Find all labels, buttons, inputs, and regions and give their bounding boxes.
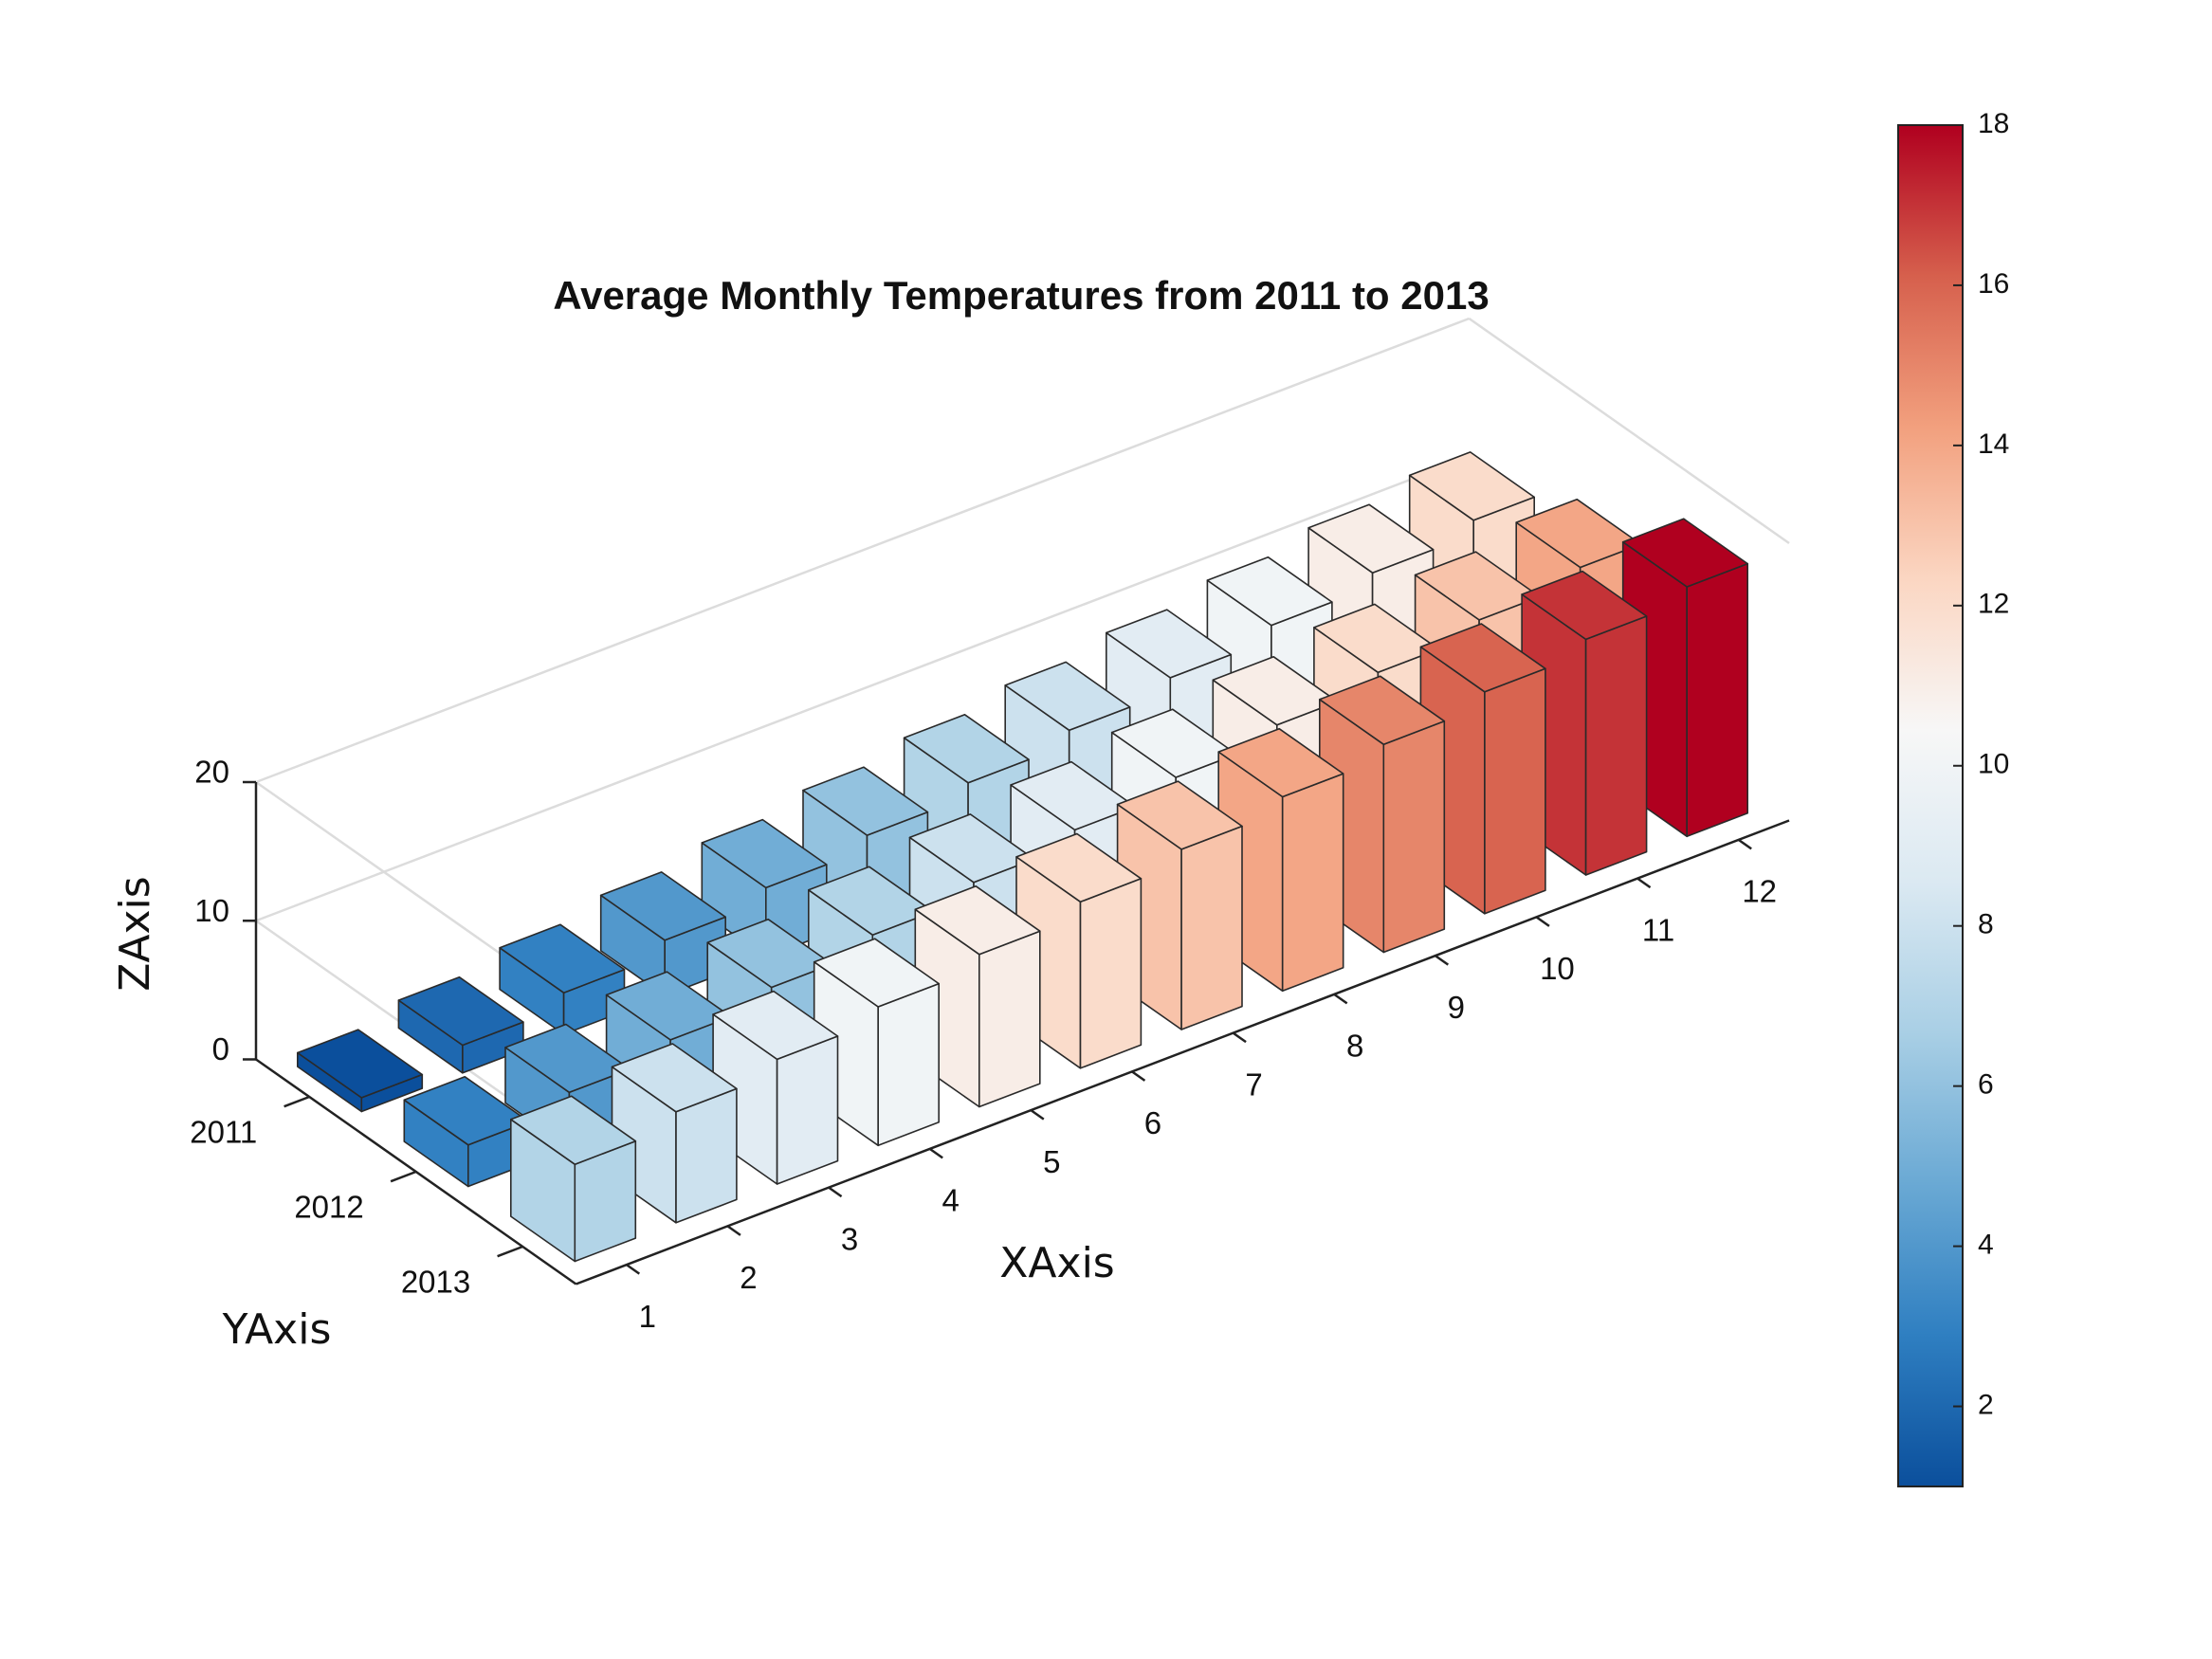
x-tick-label: 7 — [1245, 1066, 1262, 1102]
colorbar — [1897, 124, 1964, 1487]
y-axis-label: YAxis — [222, 1305, 332, 1354]
bar — [397, 975, 524, 1074]
bar-face-front — [1686, 562, 1748, 838]
bar — [1015, 832, 1143, 1069]
x-tick-label: 8 — [1346, 1029, 1363, 1064]
box-edge — [1468, 317, 1790, 545]
x-tick-label: 10 — [1540, 951, 1575, 986]
bar-face-top — [813, 938, 941, 1008]
colorbar-tick-label: 16 — [1978, 268, 2009, 300]
colorbar-tick-label: 4 — [1978, 1230, 1994, 1261]
bar-face-front — [1281, 773, 1344, 993]
bar-face-top — [1307, 503, 1435, 574]
colorbar-tick-label: 18 — [1978, 108, 2009, 139]
z-axis-label: ZAxis — [111, 876, 159, 991]
y-tick-label: 2011 — [190, 1115, 257, 1150]
z-tick-label: 10 — [194, 893, 229, 928]
x-tick — [1636, 877, 1652, 889]
bar-face-top — [802, 766, 929, 836]
bar-face-front — [1382, 720, 1446, 954]
x-tick — [828, 1186, 843, 1198]
colorbar-tick-label: 14 — [1978, 428, 2009, 460]
x-tick — [1435, 955, 1450, 966]
z-tick-label: 0 — [212, 1031, 229, 1066]
bar — [599, 871, 727, 997]
bar-face-top — [1521, 570, 1648, 641]
colorbar-tick-label: 12 — [1978, 589, 2009, 620]
x-tick — [726, 1225, 741, 1236]
bar — [296, 1029, 424, 1113]
bar-face-front — [776, 1035, 839, 1185]
x-tick — [1030, 1109, 1045, 1121]
x-tick-label: 1 — [639, 1299, 656, 1334]
x-axis — [576, 819, 1790, 1285]
colorbar-tick-label: 2 — [1978, 1389, 1994, 1420]
bar-face-top — [1621, 518, 1748, 588]
bar — [1319, 675, 1446, 954]
z-tick-label: 20 — [194, 755, 229, 790]
bar-face-top — [296, 1029, 424, 1099]
bar-face-front — [1079, 877, 1143, 1069]
bar-face-front — [1484, 667, 1546, 915]
bar-face-top — [1419, 623, 1546, 693]
y-tick — [497, 1245, 523, 1258]
bar-face-top — [499, 923, 626, 994]
x-tick-label: 2 — [740, 1260, 757, 1295]
y-tick-label: 2013 — [401, 1265, 470, 1300]
x-tick-label: 6 — [1144, 1105, 1161, 1140]
bar-face-top — [1408, 451, 1535, 521]
x-tick-label: 12 — [1742, 874, 1777, 909]
x-tick-label: 11 — [1642, 912, 1674, 947]
bar — [499, 923, 626, 1035]
colorbar-tick-label: 6 — [1978, 1069, 1994, 1101]
x-tick — [1737, 838, 1752, 850]
bar-face-front — [877, 982, 941, 1147]
y-tick — [390, 1170, 417, 1183]
x-tick — [1535, 916, 1550, 927]
x-tick — [1131, 1070, 1146, 1082]
bar-face-front — [1180, 825, 1243, 1030]
bar-face-front — [1584, 615, 1648, 876]
bar-face-top — [509, 1095, 637, 1165]
bar-face-top — [914, 884, 1041, 956]
bar-face-top — [1015, 832, 1143, 903]
bar-face-top — [1004, 661, 1131, 732]
x-tick — [928, 1147, 943, 1159]
x-tick — [1333, 993, 1348, 1005]
bar — [509, 1095, 637, 1263]
bar-face-top — [599, 871, 727, 941]
bar-face-top — [1217, 727, 1344, 798]
x-axis-label: XAxis — [999, 1239, 1114, 1287]
bar-face-top — [712, 990, 839, 1061]
bar-face-front — [978, 930, 1041, 1108]
grid-line — [255, 456, 1470, 922]
bar-face-top — [397, 975, 524, 1047]
x-tick-label: 5 — [1043, 1144, 1060, 1179]
bar-face-top — [1206, 556, 1333, 627]
x-tick — [1232, 1031, 1247, 1044]
x-tick-label: 9 — [1448, 990, 1465, 1025]
colorbar-tick-label: 8 — [1978, 909, 1994, 940]
bar-face-top — [1106, 609, 1233, 679]
y-tick — [283, 1095, 310, 1108]
x-tick-label: 4 — [942, 1183, 960, 1218]
chart-title: Average Monthly Temperatures from 2011 t… — [553, 273, 1489, 318]
bar-face-top — [611, 1043, 738, 1113]
grid-line — [255, 317, 1470, 784]
x-tick — [626, 1264, 641, 1275]
y-tick-label: 2012 — [294, 1190, 363, 1225]
colorbar-tick-label: 10 — [1978, 749, 2009, 780]
bar-face-top — [701, 818, 828, 889]
x-tick-label: 3 — [841, 1221, 858, 1256]
bar-face-top — [1116, 780, 1243, 850]
bar-face-top — [1319, 675, 1446, 746]
bar-face-top — [903, 713, 1030, 784]
